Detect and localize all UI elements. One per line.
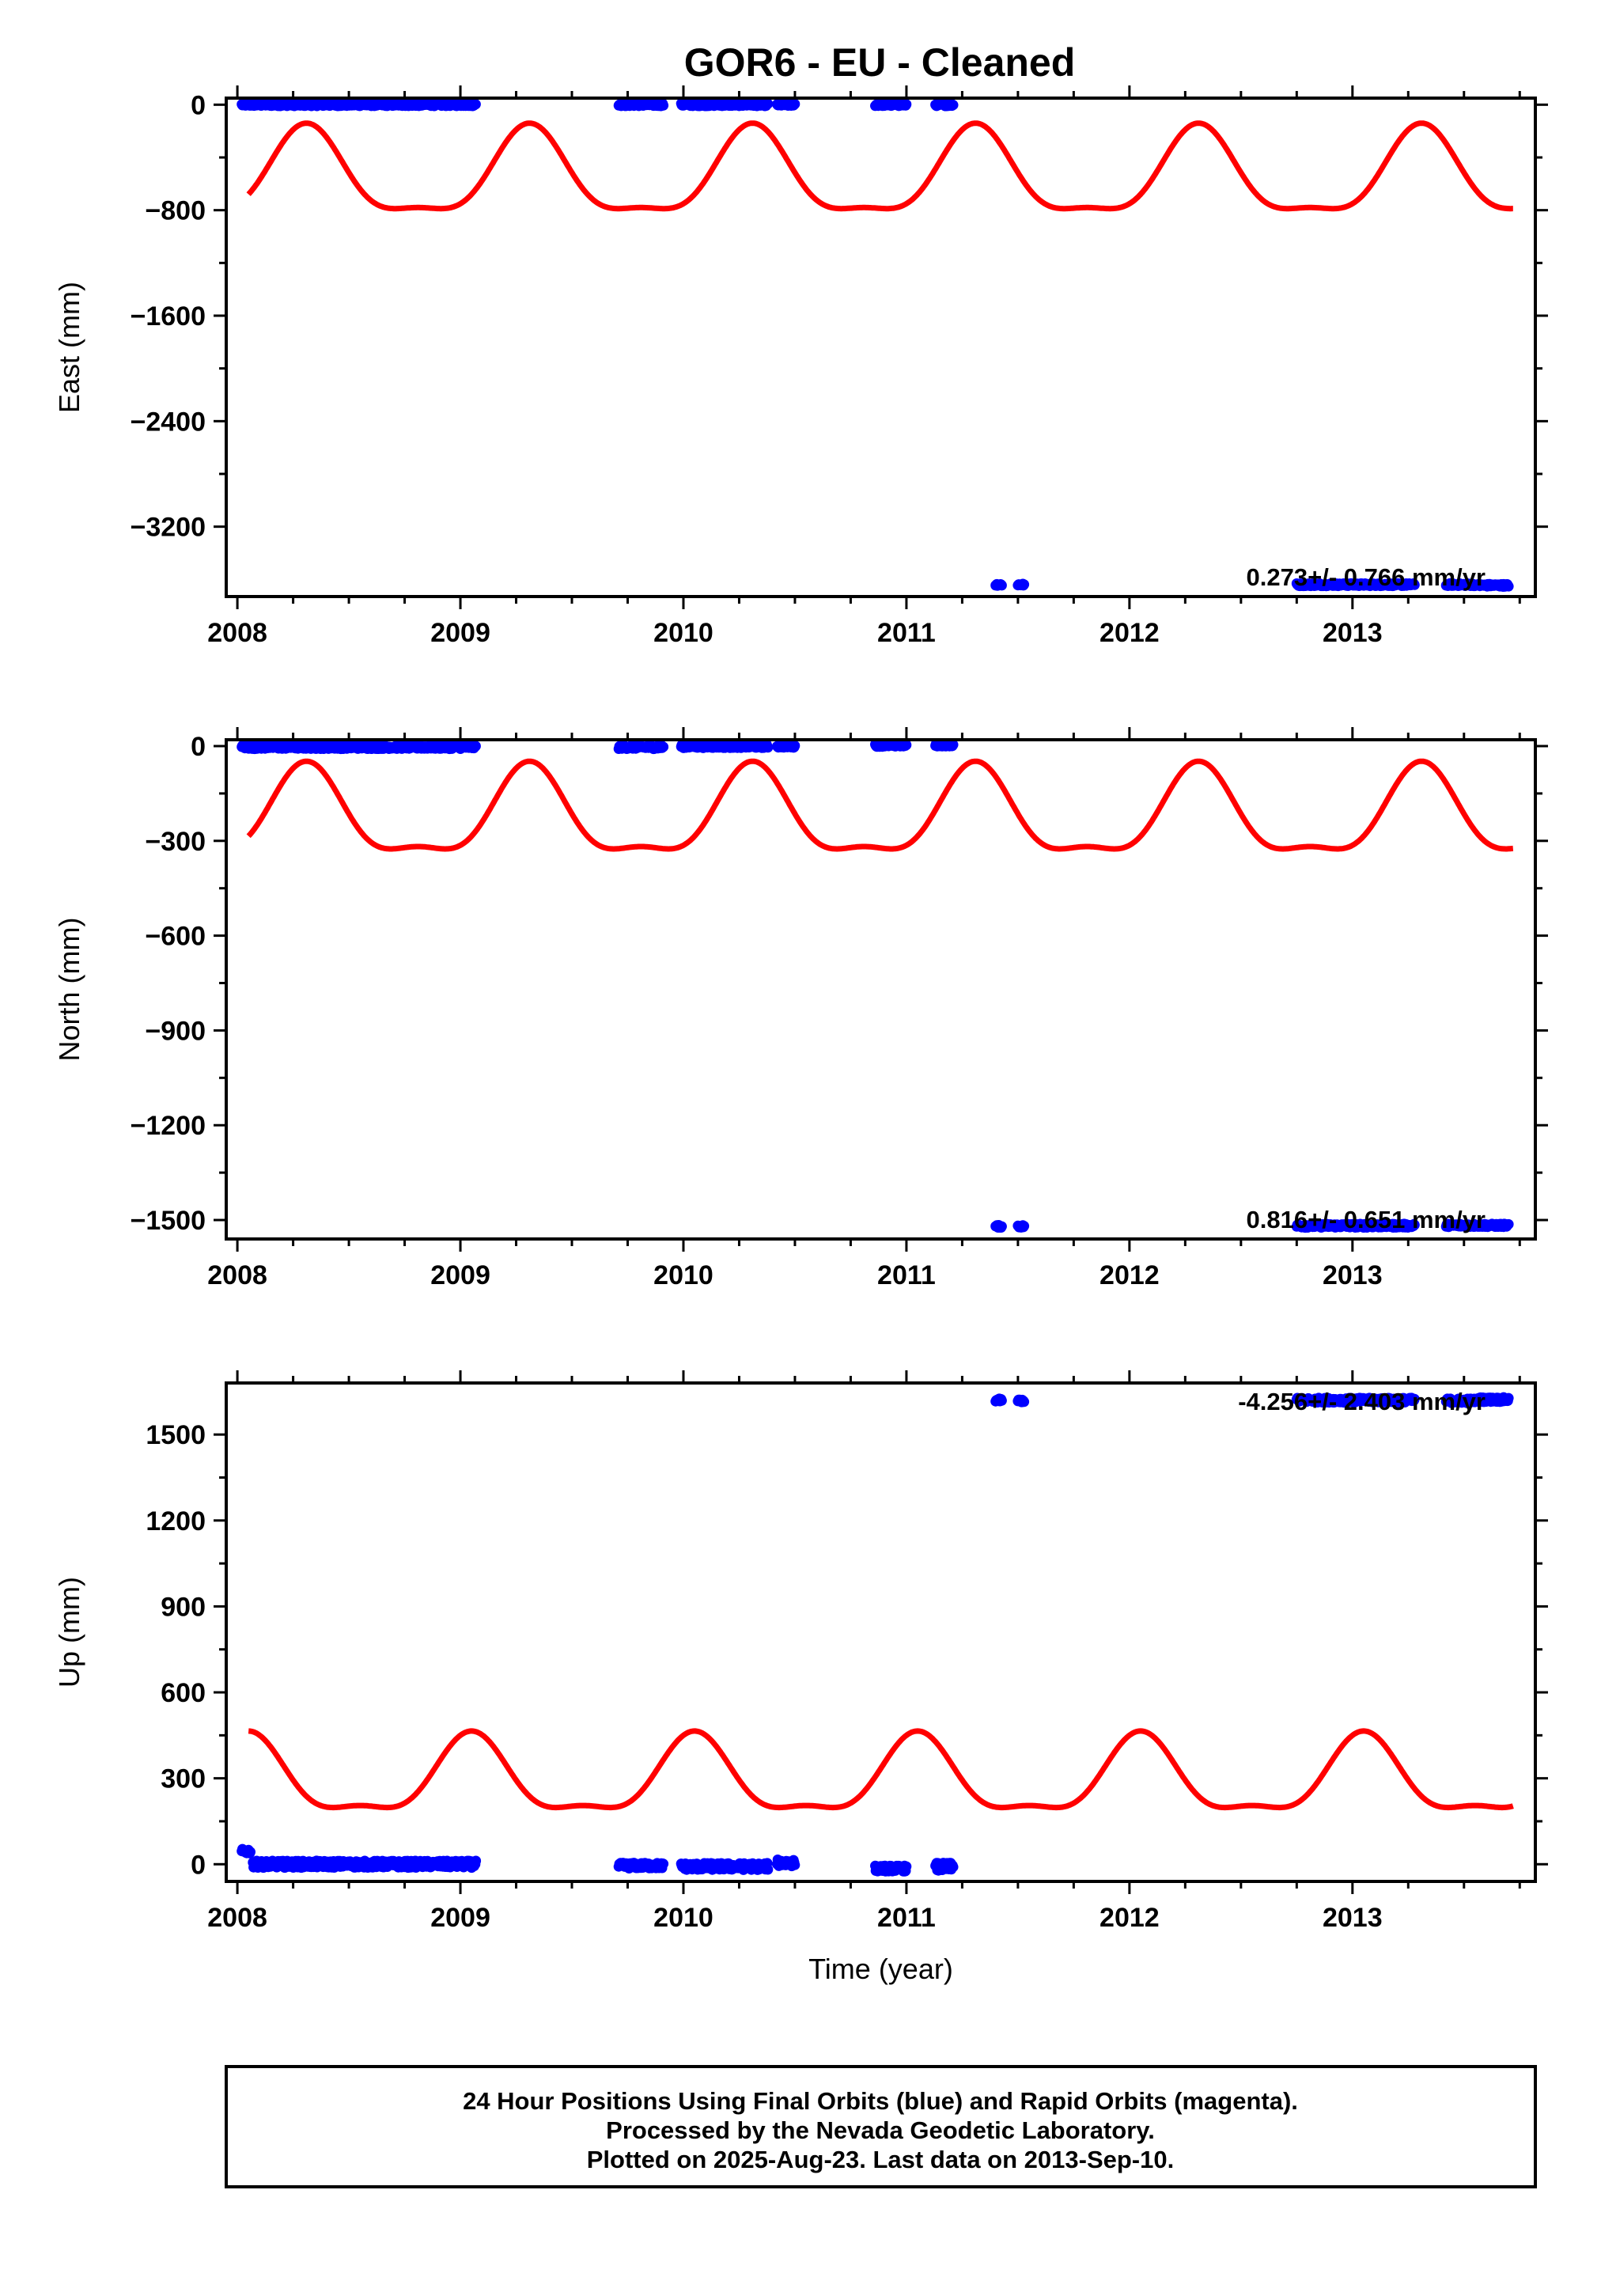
up-x-tick-label: 2010 (653, 1903, 713, 1933)
north-y-tick-label: −1200 (131, 1111, 206, 1141)
east-point (996, 580, 1007, 591)
up-y-tick-label: 0 (191, 1850, 206, 1880)
up-y-axis-label: Up (mm) (53, 1577, 85, 1688)
up-y-tick-label: 600 (161, 1678, 206, 1708)
north-data-points (237, 738, 1514, 1233)
up-point (789, 1859, 800, 1870)
east-rate-label: 0.273+/- 0.766 mm/yr (1247, 563, 1486, 591)
east-x-tick-label: 2009 (430, 618, 490, 648)
north-plot-frame (225, 738, 1537, 1241)
east-y-tick-label: −3200 (131, 513, 206, 543)
up-y-tick-label: 900 (161, 1592, 206, 1622)
east-point (789, 99, 800, 109)
north-point (901, 740, 912, 751)
up-y-tick-label: 300 (161, 1764, 206, 1794)
up-data-points (237, 1392, 1514, 1877)
north-y-tick-label: 0 (191, 732, 206, 762)
up-x-tick-label: 2008 (207, 1903, 267, 1933)
up-point (948, 1862, 959, 1873)
north-y-tick-label: −1500 (131, 1206, 206, 1236)
up-point (471, 1855, 482, 1866)
east-x-tick-label: 2008 (207, 618, 267, 648)
east-y-tick-label: −1600 (131, 301, 206, 332)
up-x-tick-label: 2012 (1100, 1903, 1160, 1933)
east-x-tick-label: 2012 (1100, 618, 1160, 648)
north-point (1503, 1218, 1514, 1229)
north-x-tick-label: 2010 (653, 1260, 713, 1290)
north-rate-label: 0.816+/- 0.651 mm/yr (1247, 1206, 1486, 1233)
footer-line-2: Processed by the Nevada Geodetic Laborat… (606, 2116, 1155, 2144)
north-x-tick-label: 2012 (1100, 1260, 1160, 1290)
up-model-curve (247, 1728, 1515, 1811)
chart-title: GOR6 - EU - Cleaned (684, 40, 1076, 85)
up-y-tick-label: 1500 (146, 1420, 206, 1450)
up-point (1019, 1396, 1030, 1408)
up-x-tick-label: 2011 (877, 1903, 936, 1933)
north-point (470, 741, 481, 752)
up-y-tick-label: 1200 (146, 1506, 206, 1536)
east-x-tick-label: 2013 (1323, 618, 1383, 648)
up-point (658, 1858, 669, 1870)
east-point (470, 99, 481, 110)
north-model-curve (246, 758, 1515, 852)
up-point (763, 1864, 774, 1875)
east-point (948, 100, 959, 111)
up-point (1503, 1392, 1514, 1404)
east-y-tick-label: 0 (191, 90, 206, 120)
up-point (996, 1395, 1007, 1406)
north-point (1019, 1221, 1030, 1232)
east-point (901, 99, 912, 110)
east-plot-frame (225, 97, 1537, 598)
up-x-tick-label: 2009 (430, 1903, 490, 1933)
east-y-tick-label: −800 (145, 196, 206, 226)
up-x-tick-label: 2013 (1323, 1903, 1383, 1933)
east-point (1019, 579, 1030, 590)
footer-box: 24 Hour Positions Using Final Orbits (bl… (225, 2065, 1537, 2188)
panel-north: 2008 2009 2010 2011 2012 2013 0 −300 −600 −900 −12… (53, 727, 1548, 1290)
east-point (1409, 579, 1420, 590)
east-point (658, 100, 669, 111)
up-plot-frame (225, 1381, 1537, 1883)
north-x-tick-label: 2011 (877, 1260, 936, 1290)
east-y-tick-label: −2400 (131, 407, 206, 437)
up-point (245, 1847, 255, 1858)
north-y-tick-label: −300 (145, 827, 206, 857)
north-y-tick-label: −900 (145, 1016, 206, 1046)
north-point (996, 1221, 1007, 1232)
north-point (789, 741, 800, 751)
up-rate-label: -4.256+/- 2.403 mm/yr (1238, 1388, 1486, 1415)
footer-line-3: Plotted on 2025-Aug-23. Last data on 201… (587, 2146, 1174, 2173)
panel-up: 2008 2009 2010 2011 2012 2013 0 300 600 900 1200 15… (53, 1370, 1548, 1985)
up-x-axis-label: Time (year) (808, 1953, 953, 1985)
footer-line-1: 24 Hour Positions Using Final Orbits (bl… (463, 2087, 1298, 2115)
north-point (658, 741, 669, 752)
east-x-tick-label: 2010 (653, 618, 713, 648)
north-y-tick-label: −600 (145, 922, 206, 952)
north-point (763, 742, 774, 753)
east-model-curve (246, 120, 1515, 212)
east-data-points (237, 98, 1514, 592)
north-y-axis-label: North (mm) (53, 918, 85, 1062)
north-x-tick-label: 2013 (1323, 1260, 1383, 1290)
east-point (763, 98, 774, 109)
up-point (901, 1861, 912, 1872)
east-point (1503, 581, 1514, 592)
north-x-tick-label: 2008 (207, 1260, 267, 1290)
east-y-axis-label: East (mm) (53, 282, 85, 413)
east-x-tick-label: 2011 (877, 618, 936, 648)
north-x-tick-label: 2009 (430, 1260, 490, 1290)
panel-east: 2008 2009 2010 2011 2012 2013 0 −800 −1600 −2400 −… (53, 85, 1548, 648)
